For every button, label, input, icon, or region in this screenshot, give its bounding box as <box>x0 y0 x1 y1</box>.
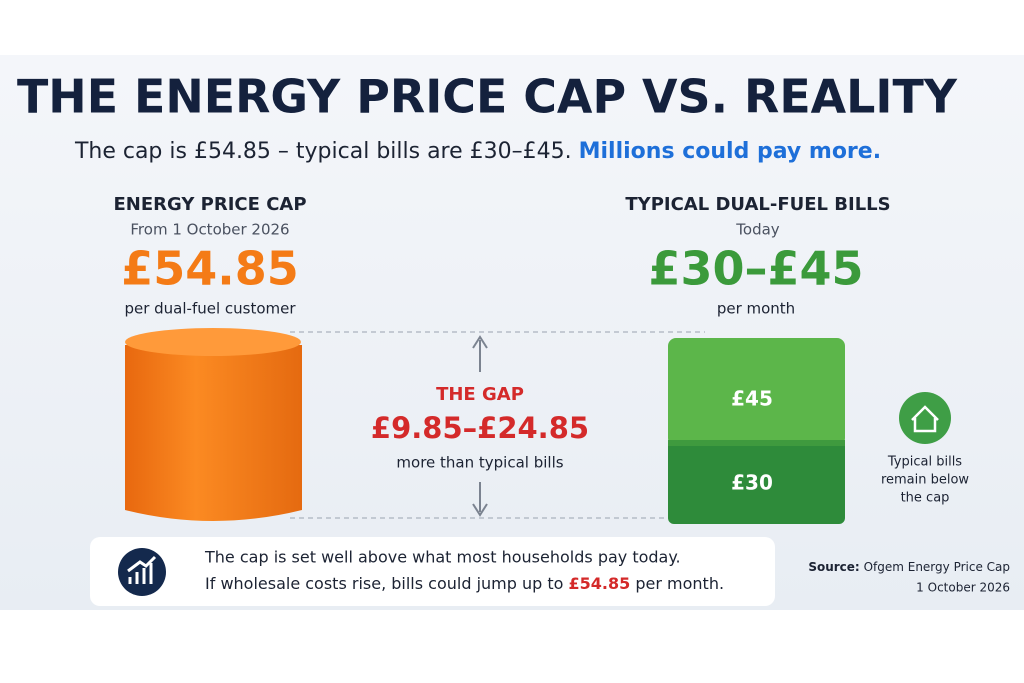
gap-heading: THE GAP <box>436 384 524 405</box>
upper-block <box>668 338 845 446</box>
cap-cylinder <box>125 345 302 521</box>
chart-glyph <box>127 555 157 584</box>
upper-label: £45 <box>731 387 773 411</box>
subtitle: The cap is £54.85 – typical bills are £3… <box>74 139 881 164</box>
source-name: Ofgem Energy Price Cap <box>864 560 1010 574</box>
house-glyph <box>911 405 939 433</box>
source-date: 1 October 2026 <box>916 581 1010 595</box>
gap-amount: £9.85–£24.85 <box>371 411 589 445</box>
cap-date: From 1 October 2026 <box>130 221 289 239</box>
chart-icon <box>118 548 166 596</box>
source-label: Source: <box>808 560 859 574</box>
footer-amount: £54.85 <box>569 574 631 593</box>
lower-block <box>668 440 845 524</box>
cap-cylinder-top <box>125 328 301 356</box>
footer-box <box>90 537 775 606</box>
footer-line: The cap is set well above what most hous… <box>204 548 681 567</box>
block-seam <box>668 440 845 446</box>
bills-date: Today <box>735 221 780 239</box>
footer-line: If wholesale costs rise, bills could jum… <box>205 574 724 593</box>
callout-line: the cap <box>901 491 950 506</box>
cap-heading: ENERGY PRICE CAP <box>113 194 306 215</box>
cap-amount: £54.85 <box>121 242 299 296</box>
footer-text: per month. <box>635 574 724 593</box>
gap-note: more than typical bills <box>396 454 563 472</box>
title: THE ENERGY PRICE CAP VS. REALITY <box>17 70 958 124</box>
bills-amount: £30–£45 <box>648 242 863 296</box>
cap-unit: per dual-fuel customer <box>124 300 296 318</box>
house-icon <box>899 392 951 444</box>
callout-line: remain below <box>881 473 969 488</box>
arrow-down-head <box>472 503 488 517</box>
arrow-up-head <box>472 335 488 349</box>
bills-unit: per month <box>717 300 795 318</box>
footer-text: If wholesale costs rise, bills could jum… <box>205 574 563 593</box>
lower-label: £30 <box>731 471 773 495</box>
bills-heading: TYPICAL DUAL-FUEL BILLS <box>625 194 890 215</box>
source: Source: Ofgem Energy Price Cap <box>808 560 1010 574</box>
subtitle-highlight: Millions could pay more. <box>579 139 881 164</box>
subtitle-text: The cap is £54.85 – typical bills are £3… <box>74 139 572 164</box>
callout-line: Typical bills <box>887 455 962 470</box>
